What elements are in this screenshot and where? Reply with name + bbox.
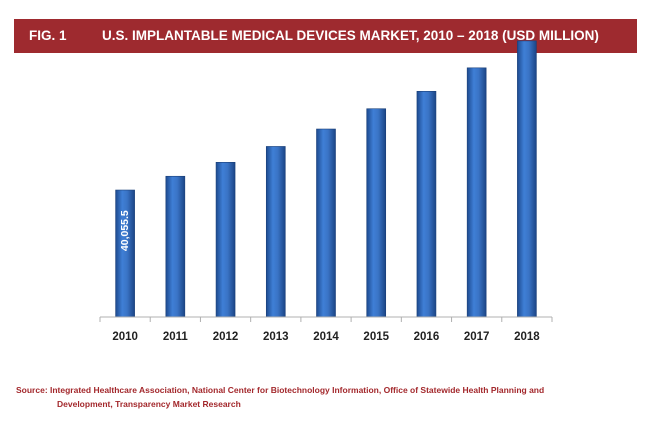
x-tick-label-2018: 2018 <box>514 331 540 343</box>
bar-2012 <box>215 162 236 318</box>
x-tick-label-2015: 2015 <box>363 331 389 343</box>
bar-2017 <box>466 67 487 318</box>
bar-2015 <box>366 108 387 318</box>
x-tick-label-2016: 2016 <box>414 331 440 343</box>
x-tick-label-2017: 2017 <box>464 331 490 343</box>
bar-2014 <box>316 128 336 318</box>
chart-area: 40,055.5 2010 2011 2012 2013 2014 2015 2016 201… <box>99 40 553 343</box>
figure-header: FIG. 1 U.S. IMPLANTABLE MEDICAL DEVICES … <box>14 19 637 53</box>
bar-2011 <box>165 175 186 318</box>
x-tick-label-2013: 2013 <box>263 331 289 343</box>
bar-2016 <box>416 90 437 318</box>
x-tick-label-2011: 2011 <box>163 331 189 343</box>
bar-2018 <box>517 40 537 318</box>
source-line-2: Development, Transparency Market Researc… <box>57 399 241 409</box>
figure-label: FIG. 1 <box>29 28 67 43</box>
x-tick-label-2010: 2010 <box>112 331 138 343</box>
source-line-1: Source: Integrated Healthcare Associatio… <box>16 385 545 395</box>
chart-title: U.S. IMPLANTABLE MEDICAL DEVICES MARKET,… <box>102 28 599 43</box>
source-note: Source: Integrated Healthcare Associatio… <box>16 383 626 411</box>
bar-chart: 40,055.5 2010 2011 2012 2013 2014 2015 2016 201… <box>99 40 553 343</box>
x-tick-label-2012: 2012 <box>213 331 239 343</box>
x-tick-label-2014: 2014 <box>313 331 339 343</box>
bar-2010 <box>115 189 135 318</box>
bar-2013 <box>265 146 286 318</box>
data-label-2010: 40,055.5 <box>119 210 131 251</box>
